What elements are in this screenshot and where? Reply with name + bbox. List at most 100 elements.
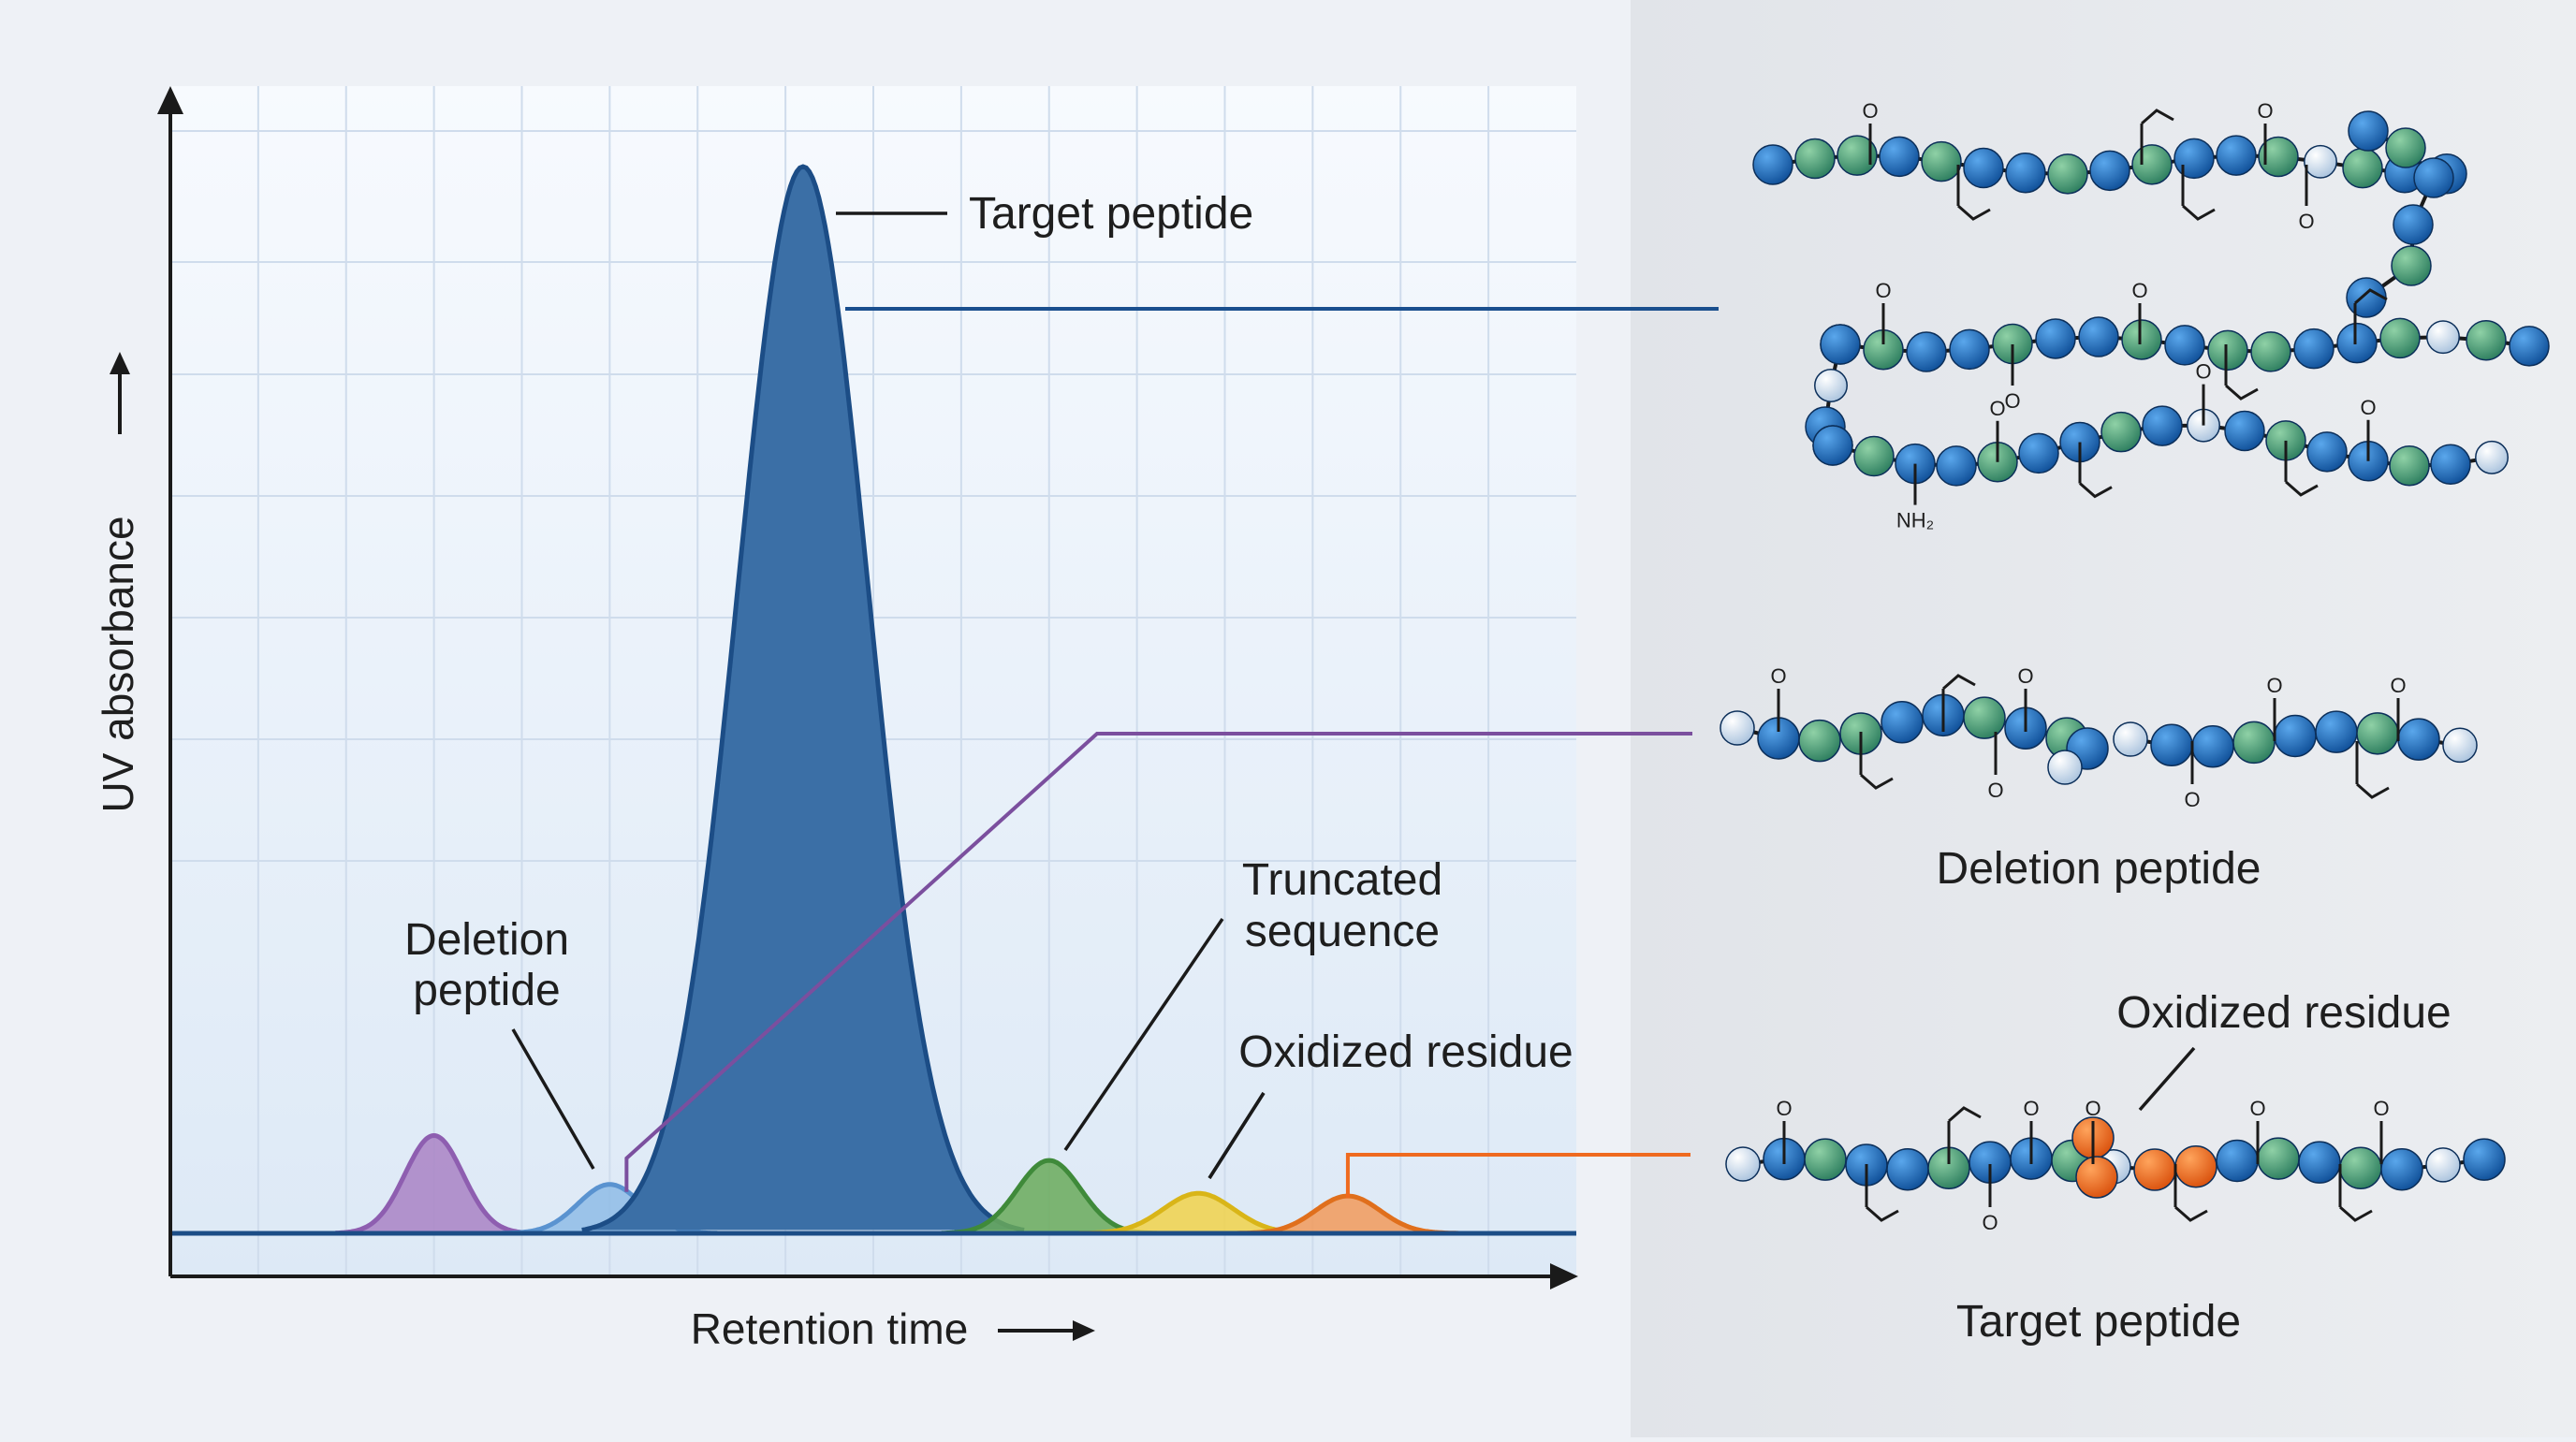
peak-truncated <box>941 1160 1157 1233</box>
annotation-oxidized: Oxidized residue <box>1238 1027 1573 1077</box>
alkyl-branch <box>2079 482 2113 499</box>
residue-green <box>2356 712 2399 755</box>
alkyl-branch <box>2225 384 2259 401</box>
residue-green <box>2379 317 2421 359</box>
residue-green <box>2257 1137 2300 1180</box>
residue-blue <box>2035 318 2076 359</box>
residue-green <box>2100 411 2142 453</box>
residue-blue <box>2393 204 2434 245</box>
y-axis-label: UV absorbance <box>94 352 142 813</box>
residue-blue <box>2089 150 2130 192</box>
residue-blue <box>2274 714 2317 758</box>
annotation-truncated: Truncated sequence <box>1242 855 1442 956</box>
oxygen-atom: O <box>1989 397 2005 420</box>
residue-green <box>1837 135 1878 176</box>
annotation-leader-oxidized-minor <box>1208 1092 1266 1179</box>
oxygen-atom: O <box>2085 1097 2100 1120</box>
residue-blue <box>2380 1147 2423 1191</box>
peak-oxidized <box>1237 1196 1458 1233</box>
residue-green <box>2385 127 2426 168</box>
residue-blue <box>2346 277 2387 318</box>
peak-deletion-minor <box>335 1135 533 1233</box>
structure-target-right-turn <box>2346 110 2454 318</box>
residue-blue <box>2315 710 2358 753</box>
oxygen-atom: O <box>1770 664 1786 688</box>
oxygen-atom: O <box>2184 788 2200 811</box>
oxygen-atom: O <box>2373 1097 2389 1120</box>
alkyl-branch <box>1866 1205 1899 1222</box>
oxygen-atom: O <box>2298 210 2314 233</box>
alkyl-branch <box>1948 1106 1982 1123</box>
oxygen-atom: O <box>2017 664 2033 688</box>
oxygen-atom: O <box>2390 674 2406 697</box>
oxygen-atom: O <box>2195 360 2211 384</box>
connector-lines <box>624 307 1719 1199</box>
residue-oxidized <box>2133 1148 2176 1191</box>
residue-white <box>2425 1147 2461 1183</box>
connector-oxidized <box>1345 1153 1690 1199</box>
oxygen-atom: O <box>2257 99 2273 123</box>
residue-white <box>2426 320 2460 355</box>
residue-blue <box>2216 135 2257 176</box>
residue-blue <box>1963 147 2004 189</box>
y-axis-title: UV absorbance <box>94 516 142 812</box>
annotation-line: Deletion <box>404 915 569 965</box>
residue-blue <box>1949 328 1990 371</box>
residue-green <box>2339 1146 2382 1190</box>
residue-blue <box>2463 1138 2506 1181</box>
annotation-line: Oxidized residue <box>1238 1027 1573 1077</box>
residue-green <box>2232 721 2276 765</box>
x-axis-arrowhead <box>1550 1263 1578 1289</box>
annotation-leader-deletion <box>511 1028 595 1170</box>
peak-oxidized-minor <box>1078 1193 1318 1233</box>
oxygen-atom: O <box>1875 279 1891 302</box>
oxygen-atom: O <box>2249 1097 2265 1120</box>
peak-annotations: Target peptide Deletion peptide Truncated se… <box>404 189 1573 1179</box>
residue-blue <box>1879 136 1920 178</box>
residue-white <box>1720 710 1755 746</box>
residue-blue <box>2413 157 2454 198</box>
oxygen-atom: O <box>2266 674 2282 697</box>
annotation-line: Truncated <box>1242 855 1442 905</box>
residue-blue <box>2018 432 2059 474</box>
residue-white <box>2047 750 2083 785</box>
oxygen-atom: O <box>1862 99 1878 123</box>
structure-label-oxidized: Oxidized residue <box>2116 988 2452 1038</box>
annotation-deletion: Deletion peptide <box>404 915 569 1015</box>
alkyl-branch <box>1957 204 1991 221</box>
structure-deletion-fragment-a: O O O <box>1720 664 2109 802</box>
residue-blue <box>2397 718 2440 761</box>
oxygen-atom: O <box>1987 779 2003 802</box>
alkyl-branch <box>1860 773 1894 790</box>
residue-blue <box>2336 322 2378 364</box>
structure-target-peptide-oxidized: O O O O O O <box>1725 1097 2506 1234</box>
annotation-leader-truncated <box>1063 918 1224 1151</box>
alkyl-branch <box>2356 782 2390 799</box>
residue-white <box>1814 369 1848 402</box>
peak-target <box>581 167 1025 1231</box>
oxygen-atom: O <box>2360 396 2376 419</box>
residue-green <box>1921 140 1962 182</box>
residue-blue <box>1936 445 1977 487</box>
residue-blue <box>1752 144 1793 185</box>
residue-blue <box>2142 405 2183 446</box>
structure-target-middle-row: O O O <box>1820 279 2550 413</box>
oxygen-atom: O <box>2004 389 2020 413</box>
residue-white <box>2442 727 2478 764</box>
residue-green <box>1798 719 1841 763</box>
residue-green <box>2047 153 2088 195</box>
residue-green <box>2131 144 2173 185</box>
annotation-line: sequence <box>1245 907 1440 956</box>
residue-white <box>2304 144 2337 179</box>
residue-green <box>1804 1138 1847 1181</box>
residue-green <box>2342 147 2383 189</box>
alkyl-branch <box>2354 288 2388 305</box>
residue-blue <box>2224 410 2265 452</box>
oxygen-atom: O <box>2023 1097 2039 1120</box>
residue-green <box>2207 329 2248 371</box>
residue-oxidized <box>2075 1156 2118 1199</box>
annotation-line: peptide <box>413 966 560 1015</box>
